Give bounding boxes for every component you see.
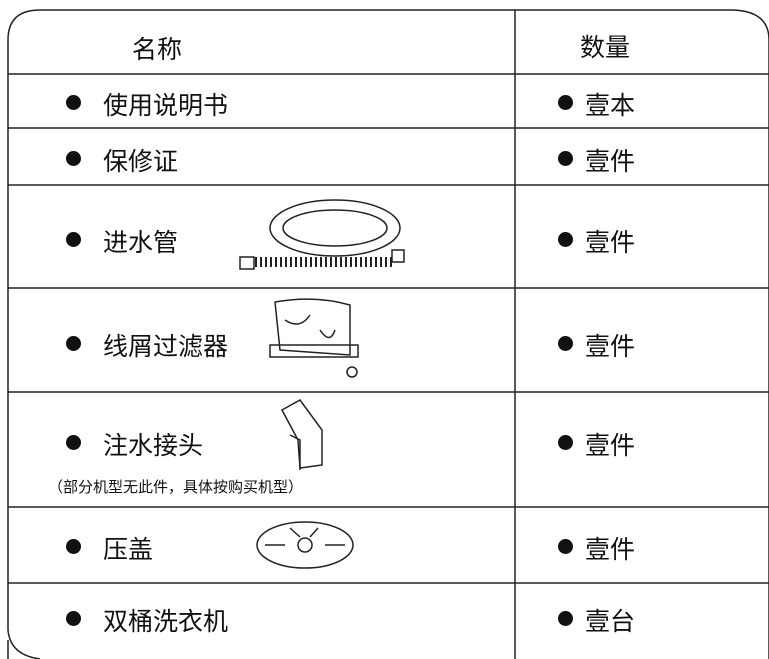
bullet [558, 151, 573, 166]
item-name: 压盖 [103, 535, 154, 564]
hose-icon [239, 199, 405, 270]
bullet [66, 435, 81, 450]
item-quantity: 壹件 [585, 535, 636, 564]
bullet [558, 611, 573, 626]
item-name: 线屑过滤器 [103, 332, 229, 361]
item-quantity: 壹件 [585, 431, 636, 460]
item-name: 双桶洗衣机 [103, 607, 229, 636]
filter-icon [269, 298, 359, 378]
item-name: 保修证 [103, 147, 179, 176]
bullet [558, 539, 573, 554]
bullet [558, 336, 573, 351]
lid-icon [256, 521, 354, 569]
bullet [558, 95, 573, 110]
item-quantity: 壹件 [585, 332, 636, 361]
header-quantity: 数量 [580, 33, 631, 62]
bullet [66, 232, 81, 247]
bullet [558, 232, 573, 247]
bullet [558, 435, 573, 450]
bullet [66, 539, 81, 554]
bullet [66, 611, 81, 626]
item-quantity: 壹本 [585, 91, 636, 120]
item-name: 进水管 [103, 228, 179, 257]
nozzle-icon [280, 399, 323, 470]
bullet [66, 336, 81, 351]
bullet [66, 95, 81, 110]
item-note: （部分机型无此件，具体按购买机型） [48, 478, 304, 496]
item-name: 使用说明书 [103, 91, 229, 120]
item-name: 注水接头 [103, 431, 204, 460]
header-name: 名称 [132, 35, 183, 64]
item-quantity: 壹台 [585, 607, 636, 636]
bullet [66, 151, 81, 166]
item-quantity: 壹件 [585, 147, 636, 176]
item-quantity: 壹件 [585, 228, 636, 257]
